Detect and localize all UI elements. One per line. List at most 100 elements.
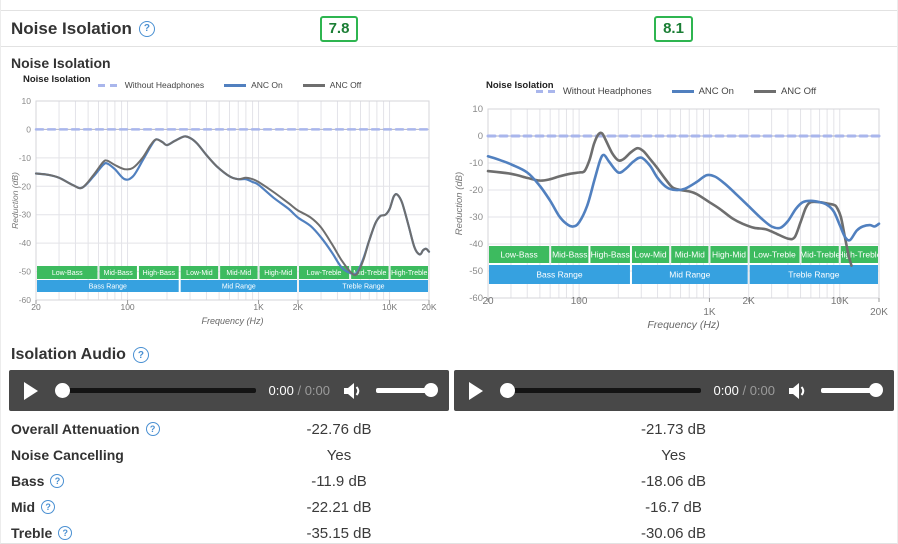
svg-text:Bass Range: Bass Range bbox=[536, 270, 583, 280]
mute-button[interactable] bbox=[788, 381, 809, 401]
score-header-row: Noise Isolation ? 7.8 8.1 bbox=[1, 10, 897, 47]
svg-text:20K: 20K bbox=[870, 307, 888, 318]
svg-text:-60: -60 bbox=[469, 293, 483, 304]
seek-track[interactable] bbox=[67, 388, 256, 393]
seek-track[interactable] bbox=[512, 388, 701, 393]
svg-text:20: 20 bbox=[31, 302, 41, 312]
row-value-product2: -18.06 dB bbox=[640, 472, 707, 490]
legend-item: Without Headphones bbox=[97, 80, 204, 90]
row-value-product1: Yes bbox=[326, 446, 352, 464]
audio-players-row: 0:00 / 0:00 0:00 bbox=[1, 366, 897, 411]
row-label: Overall Attenuation? bbox=[1, 421, 228, 437]
legend-item: ANC Off bbox=[753, 86, 816, 97]
legend-item: ANC On bbox=[224, 80, 283, 90]
play-button[interactable] bbox=[468, 381, 484, 401]
legend-item: ANC Off bbox=[302, 80, 361, 90]
svg-text:1K: 1K bbox=[703, 307, 716, 318]
svg-text:Low-Mid: Low-Mid bbox=[635, 250, 667, 260]
help-icon[interactable]: ? bbox=[41, 500, 56, 514]
svg-text:-50: -50 bbox=[19, 267, 32, 277]
mute-button[interactable] bbox=[343, 381, 364, 401]
help-icon[interactable]: ? bbox=[50, 474, 65, 488]
row-value-product1: -22.76 dB bbox=[306, 420, 372, 438]
section-header: Noise Isolation ? bbox=[1, 19, 228, 39]
help-icon[interactable]: ? bbox=[58, 526, 73, 540]
svg-text:10: 10 bbox=[472, 104, 483, 115]
volume-handle[interactable] bbox=[424, 383, 438, 397]
svg-text:Reduction (dB): Reduction (dB) bbox=[454, 172, 465, 235]
svg-text:Mid-Treble: Mid-Treble bbox=[353, 270, 386, 277]
play-icon bbox=[469, 381, 483, 400]
help-icon[interactable]: ? bbox=[145, 422, 160, 436]
svg-text:-30: -30 bbox=[469, 212, 483, 223]
audio-section-title: Isolation Audio bbox=[11, 346, 126, 363]
svg-text:100: 100 bbox=[120, 302, 134, 312]
row-value-product2: -16.7 dB bbox=[645, 498, 702, 516]
svg-text:Low-Treble: Low-Treble bbox=[307, 270, 342, 277]
svg-text:-10: -10 bbox=[469, 158, 483, 169]
svg-text:-50: -50 bbox=[469, 266, 483, 277]
audio-section-header: Isolation Audio ? bbox=[1, 342, 897, 366]
chart-block-product1: Noise Isolation Without Headphones ANC On… bbox=[1, 73, 450, 342]
seek-handle[interactable] bbox=[55, 383, 70, 398]
audio-player-product1: 0:00 / 0:00 bbox=[9, 370, 449, 411]
svg-text:Bass Range: Bass Range bbox=[89, 284, 127, 291]
product2-score-cell: 8.1 bbox=[450, 15, 897, 42]
score-badge: 7.8 bbox=[319, 15, 359, 42]
volume-slider[interactable] bbox=[376, 383, 438, 397]
seek-handle[interactable] bbox=[500, 383, 515, 398]
svg-text:-40: -40 bbox=[469, 239, 483, 250]
svg-text:Low-Mid: Low-Mid bbox=[186, 270, 213, 277]
legend-line-sample bbox=[224, 83, 247, 87]
svg-text:Low-Bass: Low-Bass bbox=[500, 250, 537, 260]
legend-line-sample bbox=[302, 83, 325, 87]
charts-row: Noise Isolation Without Headphones ANC On… bbox=[1, 73, 897, 342]
time-display: 0:00 / 0:00 bbox=[268, 383, 331, 398]
svg-text:High-Bass: High-Bass bbox=[143, 270, 176, 277]
svg-text:2K: 2K bbox=[293, 302, 304, 312]
svg-text:Mid Range: Mid Range bbox=[222, 284, 256, 291]
seek-bar[interactable] bbox=[500, 383, 701, 398]
row-value-product2: Yes bbox=[661, 446, 686, 464]
legend-line-sample bbox=[97, 83, 120, 87]
chart-legend: Without Headphones ANC On ANC Off bbox=[453, 79, 897, 97]
audio-player-product2: 0:00 / 0:00 bbox=[454, 370, 894, 411]
table-row: Treble? -35.15 dB -30.06 dB bbox=[1, 520, 897, 543]
seek-bar[interactable] bbox=[55, 383, 256, 398]
volume-slider[interactable] bbox=[821, 383, 883, 397]
svg-text:2K: 2K bbox=[743, 296, 756, 307]
time-display: 0:00 / 0:00 bbox=[713, 383, 776, 398]
chart-block-product2: Noise Isolation Without Headphones ANC On… bbox=[450, 73, 897, 342]
svg-text:1K: 1K bbox=[253, 302, 264, 312]
svg-text:-20: -20 bbox=[469, 185, 483, 196]
help-icon[interactable]: ? bbox=[138, 20, 155, 37]
help-icon[interactable]: ? bbox=[132, 347, 149, 363]
row-value-product2: -30.06 dB bbox=[640, 524, 707, 542]
chart-title: Noise Isolation bbox=[486, 80, 554, 91]
svg-text:10K: 10K bbox=[382, 302, 397, 312]
chart-title: Noise Isolation bbox=[23, 74, 91, 85]
svg-text:High-Mid: High-Mid bbox=[264, 270, 292, 277]
svg-text:Mid-Bass: Mid-Bass bbox=[104, 270, 134, 277]
legend-line-sample bbox=[753, 90, 776, 93]
chart-legend: Without Headphones ANC On ANC Off bbox=[9, 73, 450, 90]
row-value-product2: -21.73 dB bbox=[640, 420, 707, 438]
svg-text:High-Bass: High-Bass bbox=[591, 250, 630, 260]
svg-text:10: 10 bbox=[22, 96, 32, 106]
svg-text:-20: -20 bbox=[19, 181, 32, 191]
volume-handle[interactable] bbox=[869, 383, 883, 397]
charts-subtitle: Noise Isolation bbox=[11, 55, 111, 71]
svg-text:High-Treble: High-Treble bbox=[391, 270, 427, 277]
legend-line-sample bbox=[671, 90, 694, 93]
svg-text:-10: -10 bbox=[19, 153, 32, 163]
svg-text:High-Treble: High-Treble bbox=[837, 250, 881, 260]
play-button[interactable] bbox=[23, 381, 39, 401]
row-label: Bass? bbox=[1, 473, 228, 489]
row-label: Mid? bbox=[1, 499, 228, 515]
comparison-table: Overall Attenuation? -22.76 dB -21.73 dB No… bbox=[1, 416, 897, 543]
svg-text:High-Mid: High-Mid bbox=[712, 250, 746, 260]
svg-text:Treble Range: Treble Range bbox=[342, 284, 384, 291]
svg-text:100: 100 bbox=[571, 296, 588, 307]
svg-text:0: 0 bbox=[26, 124, 31, 134]
